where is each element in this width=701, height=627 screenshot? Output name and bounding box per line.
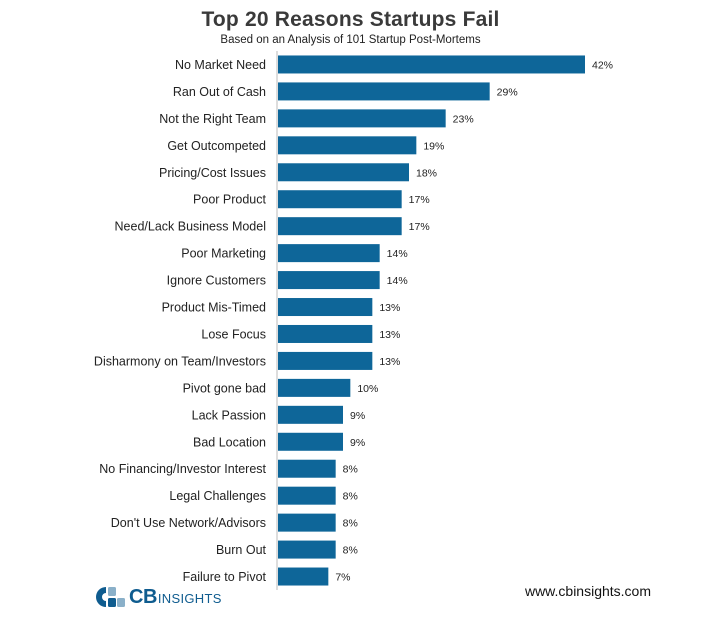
category-label: Legal Challenges [169,489,266,503]
value-label: 9% [350,437,365,449]
category-label: Lose Focus [201,327,266,341]
value-label: 29% [497,86,518,98]
bar [278,163,409,182]
chart-title: Top 20 Reasons Startups Fail [201,8,500,31]
value-label: 18% [416,167,437,179]
value-label: 13% [379,329,400,341]
value-label: 10% [357,383,378,395]
bar [278,271,380,290]
value-label: 14% [387,275,408,287]
bar [278,351,373,370]
value-label: 8% [343,464,358,476]
category-label: Bad Location [193,435,266,449]
value-label: 14% [387,248,408,260]
chart-subtitle: Based on an Analysis of 101 Startup Post… [220,34,481,46]
value-label: 17% [409,221,430,233]
bar [278,109,446,128]
value-label: 42% [592,59,613,71]
category-label: Pricing/Cost Issues [159,166,266,180]
footer-url: www.cbinsights.com [524,583,651,599]
bar [278,55,585,74]
bar [278,540,336,559]
logo-text: CB INSIGHTS [129,586,222,609]
bar [278,459,336,478]
value-label: 17% [409,194,430,206]
category-label: Poor Product [193,193,266,207]
category-label: No Financing/Investor Interest [99,462,266,476]
value-label: 9% [350,410,365,422]
bar [278,244,380,263]
category-label: Need/Lack Business Model [115,220,266,234]
bar [278,82,490,101]
cb-insights-logo: CB INSIGHTS [92,585,222,609]
category-label: No Market Need [175,58,266,72]
bar [278,190,402,209]
value-label: 8% [343,491,358,503]
category-label: Failure to Pivot [183,570,267,584]
bar [278,513,336,532]
bar [278,567,329,586]
category-label: Disharmony on Team/Investors [94,354,266,368]
bar [278,298,373,317]
logo-cb-text: CB [129,585,157,608]
value-label: 8% [343,545,358,557]
bar [278,217,402,236]
bar [278,324,373,343]
value-label: 19% [423,140,444,152]
bar [278,405,343,424]
category-label: Get Outcompeted [167,139,266,153]
bar [278,432,343,451]
category-label: Poor Marketing [181,247,266,261]
category-label: Not the Right Team [159,112,266,126]
cb-logo-mark-icon [96,587,125,607]
value-label: 7% [335,572,350,584]
bar [278,136,417,155]
logo-insights-text: INSIGHTS [157,590,222,606]
value-label: 13% [379,356,400,368]
category-label: Ran Out of Cash [173,85,266,99]
bar [278,378,351,397]
category-label: Ignore Customers [167,274,266,288]
category-label: Pivot gone bad [183,381,266,395]
category-label: Lack Passion [192,408,266,422]
value-label: 8% [343,518,358,530]
value-label: 23% [453,113,474,125]
bar [278,486,336,505]
category-label: Don't Use Network/Advisors [111,516,266,530]
category-label: Product Mis-Timed [162,301,266,315]
value-label: 13% [379,302,400,314]
bars-group: No Market Need 42% Ran Out of Cash 29% Not t… [94,55,613,586]
category-label: Burn Out [216,543,267,557]
